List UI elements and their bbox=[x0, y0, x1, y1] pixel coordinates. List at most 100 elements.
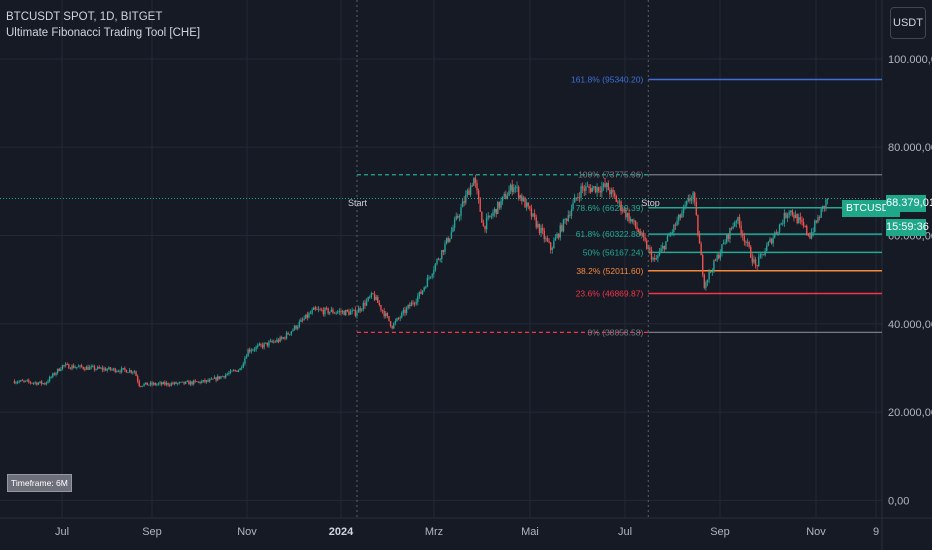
price-axis-label: 40.000,00 bbox=[888, 319, 932, 331]
candle-body bbox=[806, 226, 808, 234]
candle-body bbox=[714, 260, 717, 261]
candle-body bbox=[52, 373, 54, 377]
candle-body bbox=[244, 358, 246, 364]
candle-body bbox=[612, 189, 614, 193]
candle-body bbox=[682, 206, 685, 214]
candle-body bbox=[39, 381, 41, 383]
time-axis-label: Jul bbox=[55, 526, 69, 538]
candle-body bbox=[748, 242, 750, 247]
candle-body bbox=[349, 311, 352, 315]
candle-body bbox=[426, 277, 429, 288]
time-axis-label: Mai bbox=[521, 526, 539, 538]
candle-body bbox=[290, 331, 293, 335]
candle-body bbox=[31, 382, 33, 384]
candle-body bbox=[82, 367, 84, 369]
candle-body bbox=[697, 214, 699, 236]
candle-body bbox=[556, 234, 558, 238]
candle-body bbox=[60, 369, 62, 371]
candle-body bbox=[786, 214, 789, 218]
candle-body bbox=[271, 340, 273, 343]
candle-body bbox=[308, 313, 310, 318]
candle-body bbox=[298, 321, 301, 327]
candle-body bbox=[734, 222, 736, 227]
price-axis-label: 100.000,00 bbox=[888, 54, 932, 66]
candle-body bbox=[369, 296, 371, 298]
candle-body bbox=[306, 314, 309, 318]
candle-body bbox=[370, 293, 373, 297]
candle-body bbox=[172, 383, 174, 385]
candle-body bbox=[297, 326, 299, 329]
candle-body bbox=[753, 259, 755, 263]
candle-body bbox=[465, 194, 467, 203]
candle-body bbox=[226, 373, 229, 375]
candle-body bbox=[626, 213, 629, 218]
candle-body bbox=[594, 186, 597, 193]
candle-body bbox=[186, 381, 188, 383]
candle-body bbox=[613, 192, 616, 197]
candle-body bbox=[76, 367, 78, 368]
candle-body bbox=[762, 254, 765, 256]
candle-body bbox=[53, 373, 56, 375]
candle-body bbox=[420, 291, 422, 294]
candle-body bbox=[68, 364, 70, 369]
candle-body bbox=[433, 269, 435, 275]
candle-body bbox=[735, 220, 738, 223]
candle-body bbox=[817, 217, 819, 223]
candle-body bbox=[645, 240, 648, 249]
candle-body bbox=[692, 192, 694, 199]
candle-body bbox=[670, 232, 672, 236]
stop-label: Stop bbox=[641, 198, 660, 208]
candle-body bbox=[767, 242, 770, 246]
candle-body bbox=[541, 227, 544, 231]
candle-body bbox=[439, 258, 441, 260]
candle-body bbox=[812, 231, 814, 233]
candle-body bbox=[620, 201, 622, 211]
candle-body bbox=[609, 190, 611, 195]
candle-body bbox=[164, 382, 166, 385]
candle-body bbox=[260, 344, 262, 345]
candle-body bbox=[421, 290, 424, 294]
candle-body bbox=[780, 223, 782, 225]
candle-body bbox=[490, 215, 493, 217]
candle-body bbox=[758, 256, 760, 267]
candle-body bbox=[321, 309, 323, 311]
candle-body bbox=[761, 254, 763, 256]
candle-body bbox=[710, 271, 712, 273]
candle-body bbox=[148, 384, 150, 386]
candle-body bbox=[405, 308, 408, 314]
candle-body bbox=[636, 226, 638, 230]
candle-body bbox=[724, 242, 726, 244]
candle-body bbox=[718, 255, 720, 259]
candle-body bbox=[361, 309, 363, 311]
candle-body bbox=[69, 368, 72, 370]
candle-body bbox=[281, 337, 283, 339]
candle-body bbox=[135, 371, 137, 377]
candle-body bbox=[418, 291, 421, 297]
candle-body bbox=[92, 366, 94, 368]
candle-body bbox=[333, 312, 336, 314]
candle-body bbox=[485, 217, 488, 230]
candle-body bbox=[357, 308, 360, 313]
candle-body bbox=[466, 190, 469, 195]
fib-level-label: 23.6% (46869.87) bbox=[576, 288, 644, 298]
candle-body bbox=[524, 197, 526, 208]
candle-body bbox=[577, 197, 579, 199]
candle-body bbox=[393, 323, 395, 329]
candle-body bbox=[228, 372, 230, 374]
candle-body bbox=[527, 202, 529, 207]
candle-body bbox=[114, 368, 116, 372]
candle-body bbox=[521, 195, 523, 202]
candle-body bbox=[388, 316, 390, 322]
candle-body bbox=[293, 325, 296, 330]
candle-body bbox=[666, 235, 669, 242]
candle-body bbox=[77, 366, 80, 368]
candle-body bbox=[303, 318, 305, 320]
candle-body bbox=[56, 368, 59, 373]
candle-body bbox=[71, 365, 73, 369]
candle-body bbox=[245, 356, 248, 359]
candle-body bbox=[444, 243, 446, 252]
candle-body bbox=[253, 349, 256, 351]
candle-body bbox=[175, 382, 177, 384]
currency-button[interactable]: USDT bbox=[890, 7, 926, 39]
